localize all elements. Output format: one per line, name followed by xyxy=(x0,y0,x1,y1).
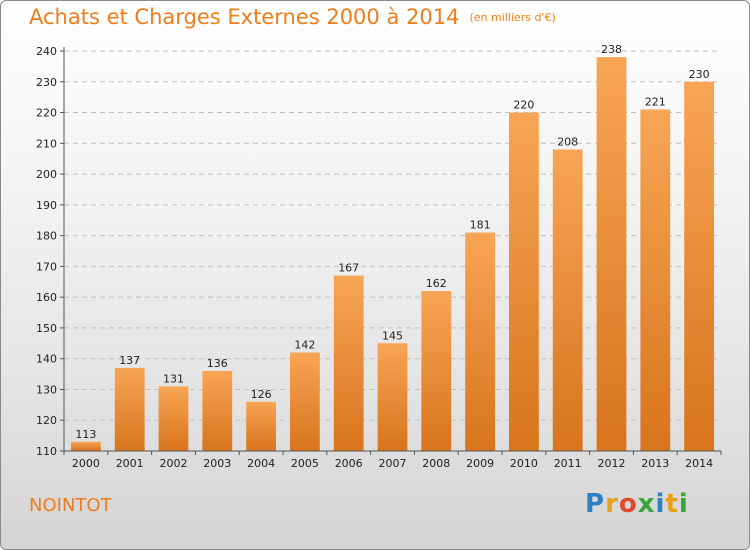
x-tick-label: 2001 xyxy=(116,457,144,470)
bar-value-label: 131 xyxy=(163,372,184,385)
x-tick-label: 2009 xyxy=(466,457,494,470)
chart-title: Achats et Charges Externes 2000 à 2014 (e… xyxy=(29,5,556,29)
bar-value-label: 137 xyxy=(119,354,140,367)
x-tick-label: 2004 xyxy=(247,457,275,470)
bar-value-label: 142 xyxy=(294,339,315,352)
bar-value-label: 145 xyxy=(382,329,403,342)
y-tick-label: 120 xyxy=(36,414,57,427)
bar-value-label: 113 xyxy=(75,428,96,441)
bar xyxy=(684,81,714,452)
y-tick-label: 140 xyxy=(36,353,57,366)
y-tick-label: 190 xyxy=(36,199,57,212)
logo-letter: t xyxy=(665,489,679,519)
bar-value-label: 126 xyxy=(251,388,272,401)
bar xyxy=(640,109,671,451)
bar xyxy=(202,371,233,451)
x-tick-label: 2002 xyxy=(160,457,188,470)
bar-value-label: 167 xyxy=(338,262,359,275)
y-tick-label: 180 xyxy=(36,230,57,243)
x-tick-label: 2013 xyxy=(641,457,669,470)
x-tick-label: 2005 xyxy=(291,457,319,470)
logo-letter: i xyxy=(655,489,666,519)
bar-value-label: 208 xyxy=(557,135,578,148)
x-tick-label: 2012 xyxy=(598,457,626,470)
bar-value-label: 162 xyxy=(426,277,447,290)
logo-letter: x xyxy=(637,489,656,519)
y-tick-label: 130 xyxy=(36,383,57,396)
bar-value-label: 220 xyxy=(513,99,534,112)
bar-value-label: 238 xyxy=(601,43,622,56)
commune-name: NOINTOT xyxy=(29,495,112,516)
bar-value-label: 221 xyxy=(645,95,666,108)
bar xyxy=(71,441,101,451)
x-tick-label: 2008 xyxy=(422,457,450,470)
x-axis: 2000 2001 2002 2003 2004 2005 2006 2007 2008 2009… xyxy=(63,450,722,470)
bar xyxy=(552,149,583,451)
x-tick-label: 2006 xyxy=(335,457,363,470)
bars: 113 137 131 136 126 142 167 145 162 181 220 208 238 2… xyxy=(71,43,714,452)
y-tick-label: 240 xyxy=(36,45,57,58)
y-tick-label: 210 xyxy=(36,137,57,150)
y-tick-label: 160 xyxy=(36,291,57,304)
bar xyxy=(465,232,495,451)
logo-letter: o xyxy=(618,489,638,519)
bar-value-label: 230 xyxy=(689,68,710,81)
y-axis: 110 120 130 140 150 160 170 180 190 200 210 220 230 2… xyxy=(36,45,65,458)
x-tick-label: 2011 xyxy=(554,457,582,470)
bar xyxy=(114,367,145,451)
bar xyxy=(377,343,408,451)
logo-letter: i xyxy=(678,489,689,519)
x-tick-label: 2014 xyxy=(685,457,713,470)
x-tick-label: 2010 xyxy=(510,457,538,470)
bar xyxy=(333,275,364,451)
bar xyxy=(158,386,189,451)
x-tick-label: 2003 xyxy=(203,457,231,470)
bar-value-label: 136 xyxy=(207,357,228,370)
bar xyxy=(509,112,539,452)
logo-letter: P xyxy=(585,489,606,519)
proxiti-logo: Proxiti xyxy=(585,489,689,519)
y-tick-label: 150 xyxy=(36,322,57,335)
y-tick-label: 200 xyxy=(36,168,57,181)
bar xyxy=(290,352,320,451)
y-tick-label: 170 xyxy=(36,260,57,273)
bar xyxy=(421,291,452,451)
logo-letter: r xyxy=(605,489,619,519)
bar-value-label: 181 xyxy=(470,219,491,232)
bar xyxy=(246,401,276,451)
y-tick-label: 220 xyxy=(36,107,57,120)
chart-title-text: Achats et Charges Externes 2000 à 2014 xyxy=(29,5,460,29)
bar xyxy=(596,57,627,452)
y-tick-label: 230 xyxy=(36,76,57,89)
chart-subtitle: (en milliers d'€) xyxy=(469,11,556,24)
y-tick-label: 110 xyxy=(36,445,57,458)
x-tick-label: 2000 xyxy=(72,457,100,470)
x-tick-label: 2007 xyxy=(379,457,407,470)
